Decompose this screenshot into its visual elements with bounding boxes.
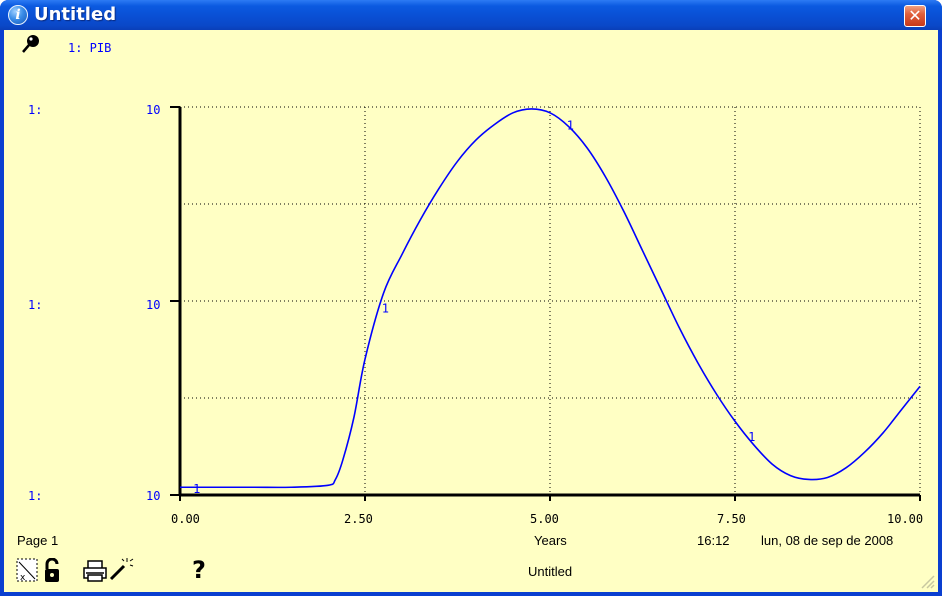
print-icon[interactable] [82,560,108,582]
series-marker-label-1: 1 [382,301,389,315]
left-axis-label-mid: 1: [28,298,43,312]
page-label: Page 1 [17,533,59,548]
x-tick-label-4: 10.00 [887,512,924,526]
title-bar[interactable]: i Untitled ✕ [0,0,942,30]
x-tick-label-3: 7.50 [717,512,746,526]
resize-grip[interactable] [916,570,936,590]
close-icon: ✕ [908,6,922,25]
close-button[interactable]: ✕ [904,5,926,27]
date-stamp: lun, 08 de sep de 2008 [761,533,894,548]
line-chart: 1 1 1 1 [170,106,921,501]
left-axis-label-bottom: 1: [28,489,43,503]
graph-type-icon[interactable]: x [16,558,40,584]
y-tick-label-mid: 10 [146,298,161,312]
x-tick-label-0: 0.00 [171,512,200,526]
x-tick-label-2: 5.00 [530,512,559,526]
magic-wand-icon[interactable] [108,556,134,582]
svg-text:x: x [20,573,26,583]
y-tick-label-top: 10 [146,103,161,117]
help-icon[interactable]: ? [192,556,206,584]
time-stamp: 16:12 [697,533,730,548]
pushpin-icon[interactable] [20,33,42,55]
series-line-1 [179,108,921,489]
series-marker-label-2: 1 [567,119,574,133]
left-axis-label-top: 1: [28,103,43,117]
graph-title: Untitled [528,564,573,579]
window-title: Untitled [34,4,117,25]
x-tick-label-1: 2.50 [344,512,373,526]
lock-icon[interactable] [42,558,62,584]
legend-label: 1: PIB [68,41,112,55]
series-marker-label-0: 1 [193,482,200,496]
y-tick-label-bottom: 10 [146,489,161,503]
x-axis-label: Years [534,533,567,548]
series-marker-label-3: 1 [748,430,755,444]
info-icon: i [8,5,28,25]
